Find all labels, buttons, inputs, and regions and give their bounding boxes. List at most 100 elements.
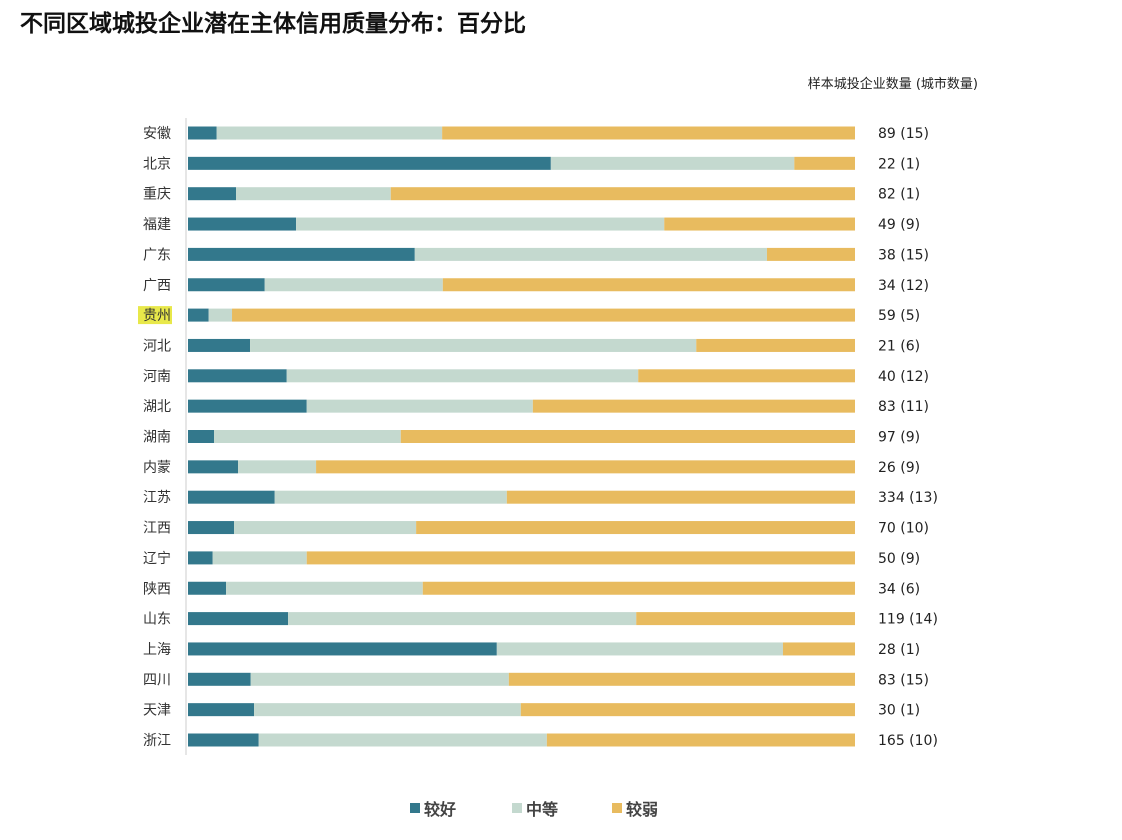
count-label: 30 (1) (878, 703, 920, 719)
count-header: 样本城投企业数量 (城市数量) (808, 76, 978, 92)
bar-segment-较弱 (636, 612, 855, 626)
category-label: 天津 (143, 703, 171, 719)
bar-segment-中等 (250, 338, 697, 352)
bar-segment-中等 (234, 521, 417, 535)
bar-segment-较好 (188, 278, 265, 292)
legend-swatch (410, 803, 420, 813)
bar-segment-较弱 (794, 156, 855, 170)
bar-segment-中等 (288, 612, 637, 626)
count-label: 38 (15) (878, 247, 929, 263)
category-label: 广东 (143, 247, 171, 263)
bar-segment-较弱 (306, 551, 855, 565)
legend-label: 较弱 (626, 800, 658, 819)
bar-segment-较好 (188, 490, 275, 504)
bar-segment-较弱 (232, 308, 856, 322)
bar-segment-较好 (188, 642, 497, 656)
category-label: 北京 (143, 156, 171, 172)
bar-segment-较好 (188, 612, 289, 626)
bar-segment-较好 (188, 733, 259, 747)
count-label: 165 (10) (878, 733, 938, 749)
count-label: 34 (6) (878, 581, 920, 597)
category-label: 四川 (143, 672, 171, 688)
bar-segment-较弱 (506, 490, 855, 504)
count-label: 82 (1) (878, 187, 920, 203)
bar-segment-较好 (188, 338, 251, 352)
category-label: 江苏 (143, 490, 171, 506)
bar-segment-较弱 (316, 460, 856, 474)
legend-label: 较好 (424, 800, 456, 819)
category-highlight (138, 306, 172, 325)
bar-segment-较弱 (520, 703, 855, 717)
bar-segment-较好 (188, 703, 255, 717)
bar-segment-中等 (216, 126, 443, 140)
bar-segment-较弱 (782, 642, 855, 656)
chart-title: 不同区域城投企业潜在主体信用质量分布：百分比 (20, 11, 526, 37)
bar-segment-较弱 (664, 217, 855, 231)
count-label: 21 (6) (878, 338, 920, 354)
bar-segment-较好 (188, 369, 287, 383)
bar-segment-中等 (254, 703, 521, 717)
category-label: 内蒙 (143, 460, 171, 476)
bar-segment-较弱 (422, 581, 855, 595)
bar-segment-较好 (188, 126, 217, 140)
bar-segment-较好 (188, 672, 251, 686)
count-label: 59 (5) (878, 308, 920, 324)
legend-label: 中等 (526, 800, 558, 819)
count-label: 83 (11) (878, 399, 929, 415)
category-label: 湖北 (143, 399, 171, 415)
bar-segment-较好 (188, 156, 551, 170)
bar-segment-较好 (188, 581, 227, 595)
category-label: 贵州 (143, 308, 171, 324)
bar-segment-中等 (258, 733, 547, 747)
count-label: 22 (1) (878, 156, 920, 172)
count-label: 119 (14) (878, 612, 938, 628)
bar-segment-中等 (550, 156, 795, 170)
bar-segment-较好 (188, 521, 235, 535)
bar-segment-较弱 (546, 733, 855, 747)
bar-segment-较好 (188, 187, 237, 201)
bar-segment-较好 (188, 460, 239, 474)
bar-segment-较好 (188, 551, 213, 565)
bar-segment-中等 (236, 187, 391, 201)
bar-segment-中等 (286, 369, 639, 383)
bar-segment-中等 (208, 308, 233, 322)
category-label: 安徽 (143, 126, 171, 142)
legend-swatch (612, 803, 622, 813)
bar-segment-较好 (188, 430, 215, 443)
category-label: 江西 (143, 521, 171, 537)
category-label: 浙江 (143, 733, 171, 749)
bar-segment-较弱 (442, 126, 855, 140)
category-label: 广西 (143, 278, 171, 294)
bar-segment-较弱 (508, 672, 855, 686)
bar-segment-中等 (238, 460, 317, 474)
category-label: 福建 (143, 217, 171, 233)
category-label: 辽宁 (143, 550, 171, 567)
bar-segment-中等 (264, 278, 443, 292)
count-label: 70 (10) (878, 521, 929, 537)
bar-segment-中等 (274, 490, 507, 504)
category-label: 河北 (143, 338, 171, 354)
bar-segment-较弱 (416, 521, 855, 535)
category-label: 湖南 (143, 430, 171, 446)
bar-segment-较弱 (400, 430, 855, 443)
bar-segment-较好 (188, 217, 297, 231)
legend-swatch (512, 803, 522, 813)
count-label: 50 (9) (878, 551, 920, 567)
bar-segment-较弱 (766, 247, 855, 261)
count-label: 40 (12) (878, 369, 929, 385)
bar-segment-较弱 (390, 187, 855, 201)
bar-segment-较弱 (696, 338, 855, 352)
category-label: 山东 (143, 612, 171, 628)
bar-segment-中等 (296, 217, 665, 231)
bar-segment-中等 (250, 672, 509, 686)
bar-segment-较好 (188, 247, 415, 261)
count-label: 97 (9) (878, 430, 920, 446)
bar-segment-较好 (188, 399, 307, 413)
bar-segment-较弱 (532, 399, 855, 413)
bar-segment-较好 (188, 308, 209, 322)
bar-segment-较弱 (638, 369, 855, 383)
bar-segment-中等 (496, 642, 783, 656)
bar-segment-较弱 (442, 278, 855, 292)
category-label: 河南 (143, 369, 171, 385)
